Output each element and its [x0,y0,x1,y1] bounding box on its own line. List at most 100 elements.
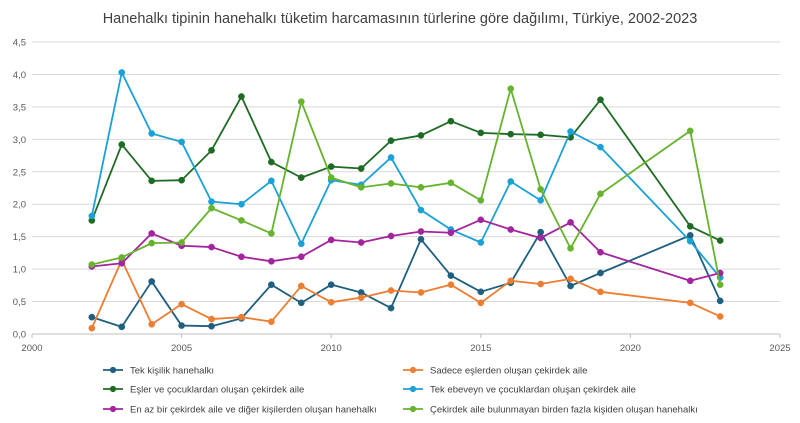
data-point [178,300,185,308]
data-point [238,253,245,261]
y-tick-label: 3,5 [13,102,26,113]
legend-marker [409,405,417,413]
data-point [178,322,185,329]
data-point [447,117,455,125]
data-point [716,281,724,289]
data-point [716,313,724,320]
legend-item: En az bir çekirdek aile ve diğer kişiler… [103,405,377,416]
data-point [447,281,455,289]
data-point [417,132,425,139]
data-point [357,294,365,302]
data-point [597,248,604,256]
data-point [297,98,305,106]
data-point [118,323,126,331]
data-point [417,228,425,235]
data-point [537,234,544,242]
x-tick-label: 2020 [620,343,641,354]
data-point [208,204,215,212]
legend-item: Eşler ve çocuklardan oluşan çekirdek ail… [103,385,304,396]
data-point [238,217,245,224]
legend-label: Eşler ve çocuklardan oluşan çekirdek ail… [130,385,304,396]
series-line [91,231,721,328]
data-point [537,185,544,193]
axes: 0,0 0,5 1,0 1,5 2,0 2,5 3,0 3,5 4,0 4,5 2000 2005 20… [13,38,791,355]
y-tick-label: 0,5 [13,297,26,308]
data-point [238,200,245,208]
x-tick-label: 2005 [171,343,192,354]
series-2 [88,256,724,332]
data-point [148,130,156,137]
legend-item: Tek kişilik hanehalkı [103,366,214,377]
y-tick-label: 4,0 [13,70,26,81]
legend-marker [409,385,417,393]
data-point [447,272,455,279]
data-point [417,235,425,243]
data-point [387,180,395,187]
series-lines [88,69,724,332]
x-tick-label: 2010 [321,343,342,354]
data-point [537,280,544,288]
data-point [387,137,395,144]
data-point [297,282,305,290]
y-tick-label: 4,5 [13,38,26,49]
data-point [387,287,395,294]
data-point [148,239,156,247]
data-point [567,219,574,226]
data-point [477,216,485,224]
data-point [597,190,604,198]
data-point [686,237,694,245]
data-point [417,206,425,214]
data-point [417,184,425,191]
data-point [178,138,185,146]
data-point [88,212,96,220]
data-point [178,176,185,184]
y-tick-label: 1,0 [13,265,26,276]
data-point [477,299,485,307]
grid-lines [32,41,780,335]
data-point [686,127,694,135]
data-point [567,282,574,290]
x-tick-label: 2025 [769,343,790,354]
data-point [297,240,305,248]
data-point [327,236,335,244]
data-point [387,154,395,161]
data-point [238,313,245,321]
x-tick-label: 2000 [21,343,42,354]
data-point [716,237,724,244]
data-point [537,131,544,139]
data-point [148,230,156,237]
data-point [268,230,275,237]
data-point [477,239,485,246]
data-point [597,143,604,151]
data-point [118,254,126,261]
y-tick-label: 1,5 [13,232,26,243]
series-3 [88,93,724,244]
legend-marker [409,366,417,374]
data-point [686,277,694,285]
data-point [88,324,96,332]
data-point [417,289,425,296]
data-point [178,239,185,246]
data-point [268,318,275,326]
data-point [597,288,604,296]
legend-item: Sadece eşlerden oluşan çekirdek aile [403,366,587,377]
data-point [148,177,156,185]
data-point [716,297,724,305]
data-point [118,259,126,267]
y-tick-label: 2,5 [13,167,26,178]
data-point [208,147,215,154]
series-line [91,259,721,329]
data-point [567,275,574,283]
legend-marker [109,366,117,374]
legend-marker [109,405,117,413]
legend-marker [109,385,117,393]
data-point [268,281,275,289]
x-tick-label: 2015 [470,343,491,354]
data-point [686,299,694,307]
data-point [268,177,275,185]
legend-label: Tek ebeveyn ve çocuklardan oluşan çekird… [430,385,636,396]
data-point [387,304,395,312]
legend-label: Çekirdek aile bulunmayan birden fazla ki… [430,405,698,416]
data-point [447,179,455,187]
